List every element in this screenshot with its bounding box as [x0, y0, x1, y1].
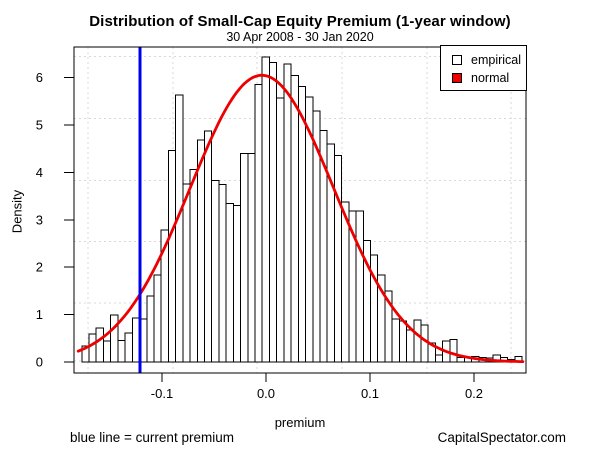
- legend-label-empirical: empirical: [471, 53, 522, 67]
- legend-label-normal: normal: [471, 71, 510, 85]
- histogram-bar: [420, 324, 429, 363]
- histogram-bar: [456, 356, 465, 363]
- empirical-swatch-icon: [452, 55, 462, 65]
- histogram-bar: [167, 150, 177, 363]
- histogram-bar: [406, 329, 415, 363]
- histogram-bar: [182, 183, 191, 363]
- histogram-bar: [341, 201, 350, 363]
- plot-box: [73, 46, 527, 374]
- histogram-bar: [449, 339, 458, 363]
- y-tick-label: 6: [36, 70, 43, 85]
- y-tick-label: 5: [36, 118, 43, 133]
- histogram-bar: [413, 319, 422, 363]
- histogram-bar: [297, 86, 307, 363]
- histogram-bar: [254, 83, 263, 363]
- histogram-bar: [146, 295, 155, 363]
- normal-curve: [76, 73, 525, 363]
- histogram-bar: [283, 63, 292, 363]
- y-tick-label: 0: [36, 355, 43, 370]
- histogram-bar: [175, 94, 184, 363]
- histogram-bar: [124, 332, 133, 363]
- histogram-bar: [261, 56, 270, 363]
- histogram-bar: [232, 205, 242, 363]
- legend: empirical normal: [440, 45, 527, 91]
- histogram-bar: [88, 333, 97, 363]
- histogram-bar: [153, 274, 162, 363]
- histogram-bar: [189, 169, 198, 363]
- histogram-bar: [398, 320, 408, 363]
- histogram-bar: [333, 154, 343, 363]
- histogram-bar: [117, 340, 126, 363]
- histogram-bar: [240, 152, 249, 363]
- histogram-bar: [95, 327, 104, 363]
- x-axis-label: premium: [274, 415, 326, 430]
- y-tick-label: 1: [36, 307, 43, 322]
- histogram-bar: [204, 130, 213, 363]
- histogram-bar: [102, 340, 112, 363]
- chart-title: Distribution of Small-Cap Equity Premium…: [89, 13, 511, 30]
- histogram-bar: [131, 317, 141, 363]
- footnote-source: CapitalSpectator.com: [437, 430, 566, 445]
- histogram-bar: [276, 97, 285, 363]
- histogram-bar: [434, 354, 444, 363]
- y-tick-label: 3: [36, 212, 43, 227]
- legend-item-normal: normal: [441, 69, 526, 87]
- x-tick-label: 0.0: [257, 386, 275, 401]
- y-axis-label: Density: [9, 189, 25, 234]
- histogram-bar: [268, 61, 278, 363]
- histogram-bar: [247, 152, 256, 363]
- histogram-bar: [355, 210, 364, 363]
- x-tick-label: 0.1: [361, 386, 379, 401]
- histogram-bar: [218, 184, 227, 363]
- y-tick-label: 4: [36, 165, 43, 180]
- x-tick-label: 0.2: [465, 386, 483, 401]
- histogram-bar: [110, 314, 119, 363]
- histogram-bar: [211, 179, 220, 363]
- y-tick-label: 2: [36, 260, 43, 275]
- x-tick-label: -0.1: [151, 386, 173, 401]
- chart-subtitle: 30 Apr 2008 - 30 Jan 2020: [226, 30, 374, 44]
- normal-swatch-icon: [452, 73, 462, 83]
- histogram-bar: [290, 74, 299, 363]
- histogram-bar: [391, 318, 400, 363]
- histogram-bar: [225, 203, 234, 363]
- footnote-blue-line: blue line = current premium: [70, 430, 234, 445]
- histogram-bar: [196, 139, 205, 363]
- legend-item-empirical: empirical: [441, 51, 526, 69]
